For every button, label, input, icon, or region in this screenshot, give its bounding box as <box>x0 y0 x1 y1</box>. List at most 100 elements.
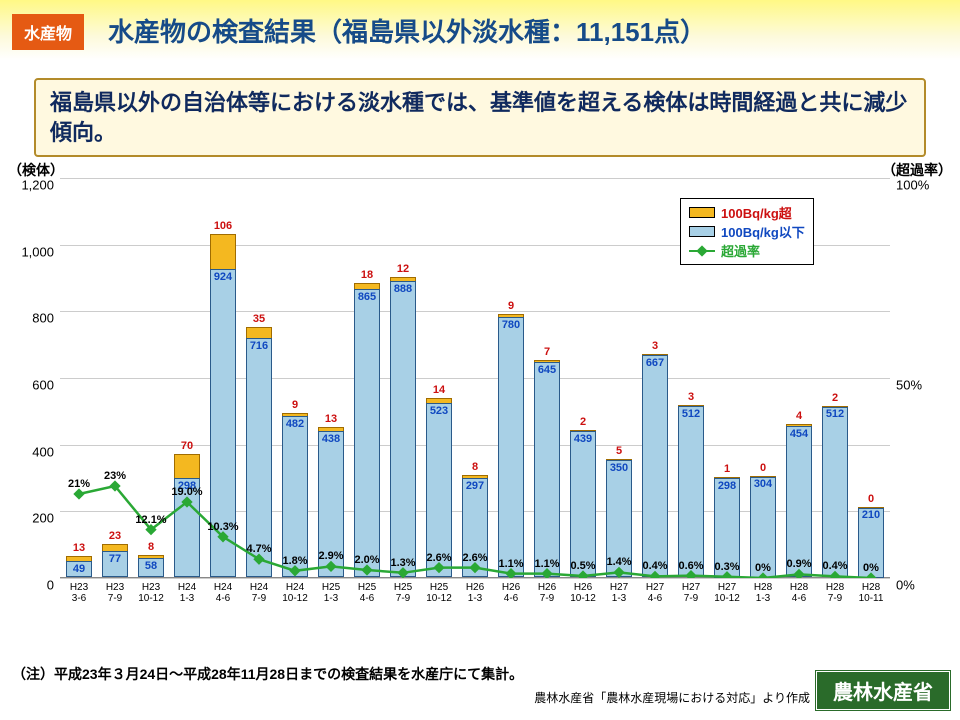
over-value: 7 <box>534 346 560 358</box>
bar-segment-over <box>246 327 272 339</box>
y-left-tick: 600 <box>32 378 54 393</box>
bar-group: 29870 <box>174 454 200 577</box>
below-value: 298 <box>714 480 740 492</box>
bar-segment-over <box>174 454 200 477</box>
rate-label: 2.6% <box>426 552 451 564</box>
below-value: 58 <box>138 560 164 572</box>
below-value: 438 <box>318 433 344 445</box>
x-category: H261-3 <box>458 582 492 604</box>
x-category: H277-9 <box>674 582 708 604</box>
x-category: H264-6 <box>494 582 528 604</box>
bar-segment-over <box>102 544 128 552</box>
x-category: H257-9 <box>386 582 420 604</box>
x-category: H271-3 <box>602 582 636 604</box>
x-category: H267-9 <box>530 582 564 604</box>
rate-label: 4.7% <box>246 543 271 555</box>
x-category: H2610-12 <box>566 582 600 604</box>
below-value: 482 <box>282 418 308 430</box>
rate-label: 2.0% <box>354 554 379 566</box>
over-value: 2 <box>822 392 848 404</box>
rate-label: 0.4% <box>822 560 847 572</box>
rate-label: 0.9% <box>786 558 811 570</box>
over-value: 70 <box>174 440 200 452</box>
x-category: H2510-12 <box>422 582 456 604</box>
below-value: 924 <box>210 271 236 283</box>
chart-area: 02004006008001,0001,2000%50%100%49137723… <box>60 178 890 608</box>
below-value: 645 <box>534 364 560 376</box>
below-value: 304 <box>750 478 776 490</box>
over-value: 8 <box>462 461 488 473</box>
gridline <box>60 378 890 379</box>
over-value: 8 <box>138 541 164 553</box>
x-category: H237-9 <box>98 582 132 604</box>
below-value: 210 <box>858 509 884 521</box>
x-category: H284-6 <box>782 582 816 604</box>
bar-segment-below <box>354 289 380 577</box>
below-value: 512 <box>822 408 848 420</box>
gridline <box>60 178 890 179</box>
bar-group: 7723 <box>102 544 128 577</box>
over-value: 1 <box>714 463 740 475</box>
bar-segment-below <box>282 416 308 577</box>
y-left-tick: 1,200 <box>21 178 54 193</box>
over-value: 23 <box>102 530 128 542</box>
below-value: 888 <box>390 283 416 295</box>
rate-label: 0% <box>755 562 771 574</box>
bar-group: 5123 <box>678 405 704 577</box>
y-left-tick: 1,000 <box>21 244 54 259</box>
over-value: 14 <box>426 384 452 396</box>
summary-box: 福島県以外の自治体等における淡水種では、基準値を超える検体は時間経過と共に減少傾… <box>34 78 926 157</box>
over-value: 3 <box>678 391 704 403</box>
category-tag: 水産物 <box>12 14 84 50</box>
over-value: 35 <box>246 313 272 325</box>
x-category: H254-6 <box>350 582 384 604</box>
rate-label: 2.9% <box>318 550 343 562</box>
bar-segment-below <box>534 362 560 577</box>
x-category: H251-3 <box>314 582 348 604</box>
bar-segment-over <box>210 234 236 269</box>
over-value: 13 <box>318 413 344 425</box>
x-category: H247-9 <box>242 582 276 604</box>
rate-label: 2.6% <box>462 552 487 564</box>
bar-group: 4829 <box>282 413 308 577</box>
over-value: 4 <box>786 410 812 422</box>
bar-group: 7809 <box>498 314 524 577</box>
y-left-tick: 800 <box>32 311 54 326</box>
over-value: 9 <box>282 399 308 411</box>
x-category: H281-3 <box>746 582 780 604</box>
below-value: 454 <box>786 428 812 440</box>
over-value: 0 <box>858 493 884 505</box>
below-value: 780 <box>498 319 524 331</box>
bar-segment-below <box>246 338 272 577</box>
over-value: 2 <box>570 416 596 428</box>
x-category: H233-6 <box>62 582 96 604</box>
bar-segment-below <box>786 426 812 577</box>
bar-group: 71635 <box>246 327 272 577</box>
bar-group: 52314 <box>426 398 452 577</box>
legend-below: 100Bq/kg以下 <box>689 222 805 241</box>
rate-label: 12.1% <box>135 514 166 526</box>
below-value: 667 <box>642 357 668 369</box>
rate-label: 0.3% <box>714 561 739 573</box>
page-title: 水産物の検査結果（福島県以外淡水種：11,151点） <box>108 12 706 49</box>
y-right-tick: 100% <box>896 178 929 193</box>
below-value: 512 <box>678 408 704 420</box>
y-left-tick: 400 <box>32 444 54 459</box>
y-right-tick: 50% <box>896 378 922 393</box>
rate-label: 0.4% <box>642 560 667 572</box>
x-category: H241-3 <box>170 582 204 604</box>
over-value: 0 <box>750 462 776 474</box>
below-value: 523 <box>426 405 452 417</box>
below-value: 439 <box>570 433 596 445</box>
bar-segment-below <box>822 407 848 578</box>
rate-label: 1.8% <box>282 555 307 567</box>
below-value: 297 <box>462 480 488 492</box>
bar-group: 6673 <box>642 354 668 577</box>
rate-label: 21% <box>68 478 90 490</box>
below-value: 716 <box>246 340 272 352</box>
rate-label: 19.0% <box>171 486 202 498</box>
summary-text: 福島県以外の自治体等における淡水種では、基準値を超える検体は時間経過と共に減少傾… <box>50 90 907 145</box>
over-value: 5 <box>606 445 632 457</box>
x-category: H244-6 <box>206 582 240 604</box>
bar-group: 5122 <box>822 406 848 577</box>
